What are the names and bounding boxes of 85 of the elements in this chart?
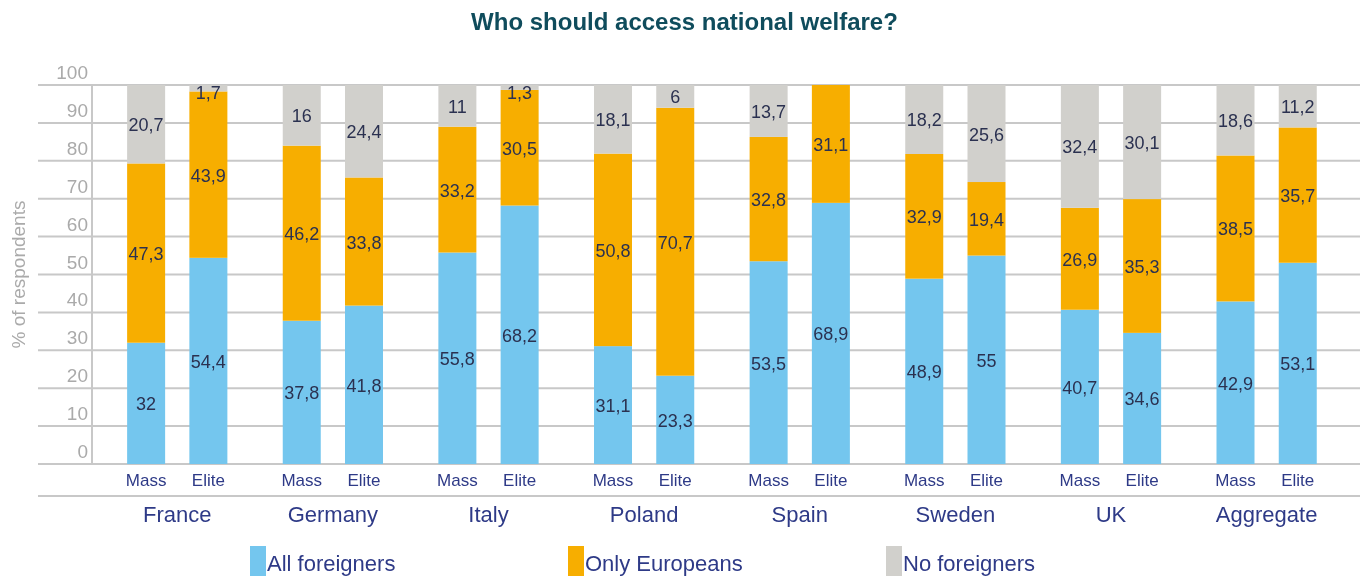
- data-label: 40,7: [1062, 377, 1098, 398]
- data-label: 6: [670, 87, 681, 108]
- x-tick-label: Elite: [347, 471, 381, 490]
- data-label: 38,5: [1217, 219, 1254, 240]
- y-tick-label: 20: [66, 365, 88, 387]
- data-label: 18,6: [1217, 111, 1254, 132]
- y-tick-label: 70: [66, 175, 88, 197]
- data-label: 54,4: [190, 351, 226, 372]
- legend-label: No foreigners: [903, 551, 1036, 576]
- y-axis-title: % of respondents: [8, 200, 29, 349]
- data-label: 53,1: [1280, 354, 1316, 375]
- y-tick-label: 10: [66, 403, 88, 425]
- data-label: 11,2: [1280, 97, 1315, 118]
- data-label: 55: [976, 350, 997, 371]
- data-label: 33,2: [439, 180, 475, 201]
- data-label: 55,8: [439, 349, 475, 370]
- x-tick-label: Mass: [1059, 471, 1101, 490]
- y-tick-label: 80: [66, 137, 88, 159]
- data-label: 16: [291, 106, 312, 127]
- x-tick-label: Mass: [281, 471, 323, 490]
- text: Italy: [468, 502, 509, 527]
- data-label: 68,2: [502, 325, 538, 346]
- x-tick-label: Mass: [748, 471, 789, 490]
- y-tick-label: 100: [56, 62, 88, 83]
- x-tick-label: Elite: [191, 471, 225, 490]
- data-label: 48,9: [906, 362, 942, 383]
- x-tick-label: Elite: [658, 471, 692, 490]
- data-label: 70,7: [657, 232, 693, 253]
- data-label: 11: [448, 96, 467, 117]
- x-tick-label: Mass: [592, 471, 634, 490]
- data-label: 37,8: [284, 383, 320, 404]
- data-label: 30,5: [502, 138, 538, 159]
- text: Poland: [609, 502, 679, 527]
- data-label: 32: [136, 394, 157, 415]
- data-label: 20,7: [128, 115, 164, 136]
- data-label: 31,1: [813, 134, 849, 155]
- data-label: 68,9: [813, 324, 849, 345]
- x-tick-label: Elite: [503, 471, 537, 490]
- legend-label: Only Europeans: [585, 551, 743, 576]
- data-label: 43,9: [190, 165, 226, 186]
- data-label: 50,8: [595, 240, 631, 261]
- data-label: 35,3: [1124, 256, 1160, 277]
- text: Sweden: [915, 502, 996, 527]
- legend-label: All foreigners: [267, 551, 396, 576]
- data-label: 24,4: [346, 122, 382, 143]
- x-tick-label: Mass: [1215, 471, 1256, 490]
- x-tick-label: Elite: [814, 471, 848, 490]
- data-label: 42,9: [1217, 373, 1254, 394]
- data-label: 41,8: [346, 375, 382, 396]
- x-tick-label: Mass: [437, 471, 478, 490]
- data-label: 18,1: [595, 110, 631, 131]
- data-label: 32,4: [1062, 137, 1098, 158]
- x-tick-label: Mass: [125, 471, 167, 490]
- data-label: 30,1: [1124, 133, 1160, 154]
- y-tick-label: 90: [66, 99, 88, 121]
- y-tick-label: 30: [66, 327, 88, 349]
- y-tick-label: 60: [66, 213, 88, 235]
- data-label: 35,7: [1280, 186, 1316, 207]
- y-tick-label: 50: [66, 251, 88, 273]
- y-tick-label: 40: [66, 289, 88, 311]
- chart-title: Who should access national welfare?: [471, 8, 898, 35]
- data-label: 32,9: [906, 207, 942, 228]
- data-label: 33,8: [346, 232, 382, 253]
- data-label: 31,1: [595, 396, 631, 417]
- y-tick-label: 0: [77, 441, 88, 462]
- x-tick-label: Elite: [969, 471, 1004, 490]
- text: France: [143, 502, 212, 527]
- x-tick-label: Elite: [1281, 471, 1315, 490]
- data-label: 47,3: [128, 244, 164, 265]
- data-label: 25,6: [968, 124, 1005, 145]
- data-label: 46,2: [284, 224, 320, 245]
- data-label: 13,7: [751, 101, 787, 122]
- data-label: 19,4: [968, 209, 1005, 230]
- data-label: 34,6: [1124, 389, 1160, 410]
- text: Spain: [771, 502, 828, 527]
- data-label: 26,9: [1062, 249, 1098, 270]
- x-tick-label: Elite: [1125, 471, 1159, 490]
- data-label: 18,2: [906, 110, 942, 131]
- text: Germany: [287, 502, 379, 527]
- data-label: 53,5: [751, 353, 787, 374]
- text: UK: [1095, 502, 1127, 527]
- data-label: 23,3: [657, 410, 693, 431]
- text: Aggregate: [1215, 502, 1318, 527]
- x-tick-label: Mass: [903, 471, 945, 490]
- data-label: 32,8: [751, 190, 787, 211]
